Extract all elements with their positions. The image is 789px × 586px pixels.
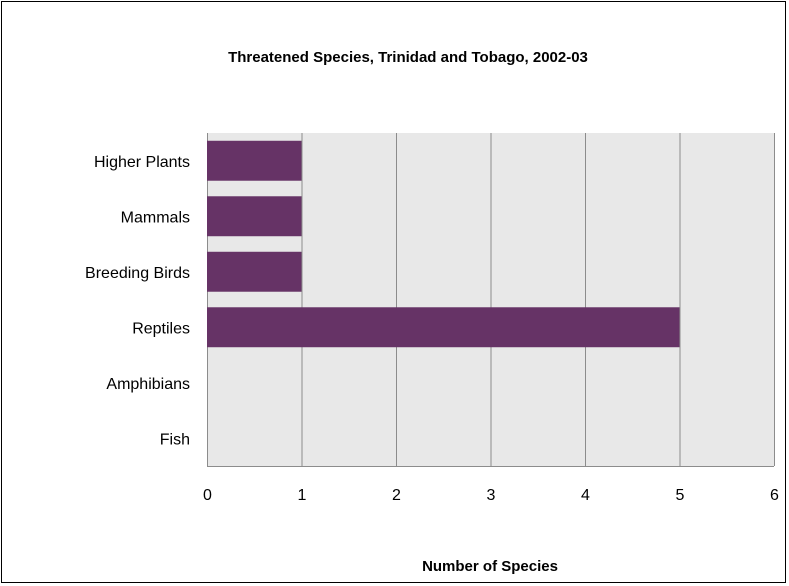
chart-title: Threatened Species, Trinidad and Tobago,… [228, 49, 588, 66]
x-tick-labels: 0 1 2 3 4 5 6 [203, 487, 779, 504]
category-label-mammals: Mammals [121, 209, 190, 226]
x-tick-label-3: 3 [487, 487, 496, 504]
category-label-reptiles: Reptiles [132, 320, 190, 337]
bars [207, 140, 680, 348]
bar-breeding-birds [207, 251, 302, 292]
category-label-breeding-birds: Breeding Birds [85, 265, 190, 282]
category-label-fish: Fish [160, 431, 190, 448]
bar-reptiles [207, 307, 680, 348]
bar-mammals [207, 196, 302, 237]
bar-higher-plants [207, 140, 302, 181]
category-labels: Higher Plants Mammals Breeding Birds Reptil… [85, 154, 190, 449]
grid-lines [207, 133, 775, 467]
x-tick-label-6: 6 [770, 487, 779, 504]
x-tick-label-4: 4 [581, 487, 590, 504]
category-label-higher-plants: Higher Plants [94, 154, 190, 171]
x-tick-label-0: 0 [203, 487, 212, 504]
category-label-amphibians: Amphibians [106, 376, 190, 393]
x-axis-title: Number of Species [422, 558, 558, 575]
x-tick-label-2: 2 [392, 487, 401, 504]
x-tick-label-5: 5 [676, 487, 685, 504]
x-tick-label-1: 1 [298, 487, 307, 504]
